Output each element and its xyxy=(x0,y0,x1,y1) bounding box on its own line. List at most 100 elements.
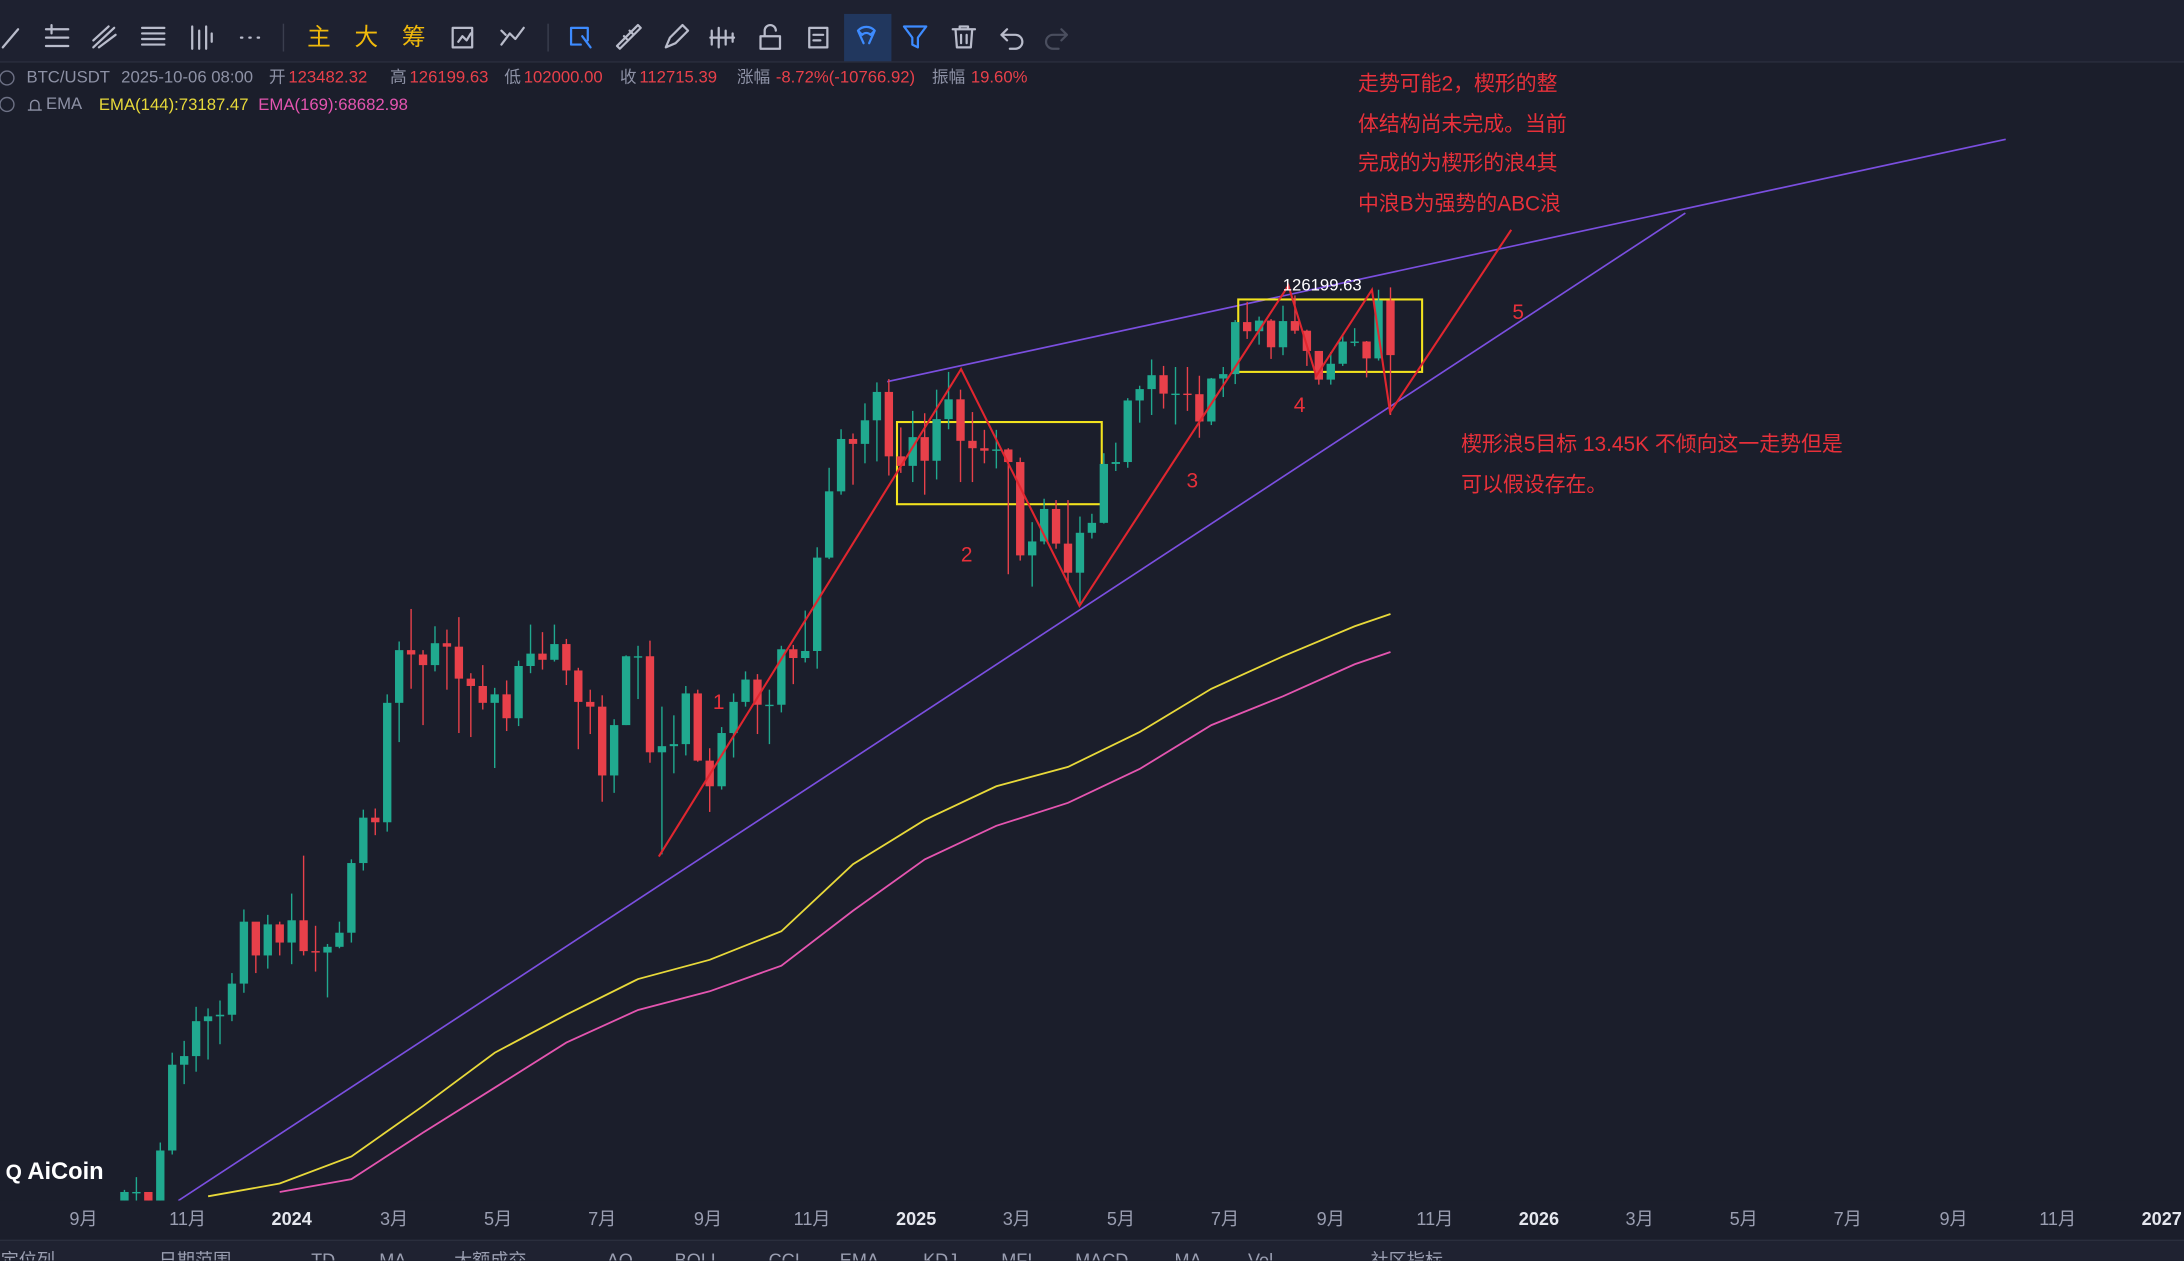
tool-filter[interactable] xyxy=(902,25,928,49)
bottom-tab[interactable]: Vol xyxy=(1248,1251,1273,1261)
candle-body xyxy=(765,704,774,707)
bottom-tab[interactable]: 定位列 xyxy=(1,1251,55,1261)
collapse-icon[interactable] xyxy=(0,70,15,86)
x-tick-label: 3月 xyxy=(1003,1209,1031,1229)
candle-body xyxy=(1290,321,1300,331)
bottom-tab[interactable]: TD xyxy=(311,1251,335,1261)
tool-compare[interactable] xyxy=(500,26,525,46)
legend-value: 68682.98 xyxy=(334,95,408,115)
bottom-tab[interactable]: 社区指标 xyxy=(1371,1251,1443,1261)
bottom-tab[interactable]: CCI xyxy=(769,1251,800,1261)
watermark: Q AiCoin xyxy=(6,1159,104,1185)
open-value: 123482.32 xyxy=(288,67,367,86)
close-label: 收 xyxy=(620,67,637,86)
tool-line[interactable] xyxy=(1,28,20,49)
candle-body xyxy=(777,649,786,705)
x-tick-label: 11月 xyxy=(2039,1209,2076,1229)
candle-body xyxy=(980,448,989,451)
legend-value: 73187.47 xyxy=(174,95,248,115)
tool-delete[interactable] xyxy=(951,25,977,49)
candle-body xyxy=(1123,400,1132,463)
candle-body xyxy=(203,1016,213,1022)
plot-area xyxy=(120,138,2006,1201)
bottom-tab[interactable]: MA xyxy=(1175,1251,1203,1261)
legend-name: EMA(144) xyxy=(98,94,175,115)
annotation-line: 完成的为楔形的浪4其 xyxy=(1358,152,1558,175)
wave-label: 4 xyxy=(1294,394,1306,417)
tool-hlines[interactable] xyxy=(44,23,70,48)
bottom-tab[interactable]: MA xyxy=(379,1251,407,1261)
tool-large[interactable]: 大 xyxy=(354,24,378,51)
bottom-tab[interactable]: AO xyxy=(607,1251,633,1261)
change-value: -8.72%(-10766.92) xyxy=(776,67,915,86)
bottom-tab[interactable]: KDJ xyxy=(923,1251,957,1261)
candle-body xyxy=(191,1021,201,1057)
peak-price-label: 126199.63 xyxy=(1283,275,1362,294)
indicator-name: EMA xyxy=(46,94,83,113)
candle-body xyxy=(621,656,631,726)
x-tick-label: 9月 xyxy=(69,1209,97,1229)
bottom-tab[interactable]: 日期范围 xyxy=(159,1251,231,1261)
candle-body xyxy=(1063,543,1073,573)
candle-body xyxy=(824,491,834,558)
candle-body xyxy=(1278,321,1288,348)
open-label: 开 xyxy=(269,67,286,86)
candle-body xyxy=(227,983,237,1015)
alert-icon[interactable] xyxy=(27,99,42,111)
candle-body xyxy=(1195,394,1204,422)
candle-body xyxy=(1087,522,1097,533)
candle-body xyxy=(1242,322,1252,332)
candle-body xyxy=(502,694,511,719)
candle-body xyxy=(932,419,941,461)
candle-body xyxy=(1302,330,1312,351)
tool-replay[interactable] xyxy=(451,26,474,49)
bottom-tab[interactable]: BOLL xyxy=(675,1251,721,1261)
tool-channel[interactable] xyxy=(140,26,166,46)
candle-body xyxy=(574,670,583,702)
candle-body xyxy=(920,437,929,461)
bottom-tab[interactable]: EMA xyxy=(840,1251,880,1261)
x-tick-label: 2024 xyxy=(272,1209,312,1229)
tool-measure[interactable] xyxy=(709,26,736,49)
bottom-tab[interactable]: MFI xyxy=(1001,1251,1032,1261)
bottom-tab[interactable]: 大额成交 xyxy=(454,1251,526,1261)
tool-template[interactable] xyxy=(808,26,829,49)
candle-body xyxy=(1183,393,1192,396)
annotation-line: 走势可能2，楔形的整 xyxy=(1358,72,1558,95)
candle-body xyxy=(801,651,810,659)
candle-body xyxy=(1338,341,1347,364)
tool-select[interactable] xyxy=(569,26,592,49)
candle-body xyxy=(359,817,368,864)
x-tick-label: 2027 xyxy=(2142,1209,2182,1229)
x-tick-label: 9月 xyxy=(1317,1209,1345,1229)
bottom-tabs: 定位列 日期范围 TD MA 大额成交 AO BOLL CCI EMA KDJ MFI MACD MA V… xyxy=(0,1239,2184,1261)
tool-chips[interactable]: 筹 xyxy=(402,24,426,51)
candle-body xyxy=(347,863,356,933)
x-tick-label: 9月 xyxy=(1939,1209,1967,1229)
tool-pattern[interactable] xyxy=(191,25,213,50)
tool-fib[interactable] xyxy=(92,25,117,49)
candle-body xyxy=(1350,341,1359,343)
candle-body xyxy=(645,656,655,753)
tool-ruler[interactable] xyxy=(615,23,642,50)
low-value: 102000.00 xyxy=(524,67,603,86)
x-axis-bg xyxy=(0,1200,2184,1240)
tool-magnet[interactable] xyxy=(856,25,876,45)
candle-body xyxy=(323,946,332,953)
wave-label: 2 xyxy=(961,543,973,566)
tool-lock[interactable] xyxy=(759,24,782,50)
candle-body xyxy=(371,817,380,823)
tool-magnet-active[interactable] xyxy=(844,13,892,62)
candle-body xyxy=(1362,341,1371,359)
candle-body xyxy=(478,685,487,703)
indicator-toggle[interactable] xyxy=(0,96,15,113)
candle-body xyxy=(1111,462,1120,464)
tool-brush[interactable] xyxy=(664,23,690,49)
tool-redo[interactable] xyxy=(1044,28,1069,50)
tool-undo[interactable] xyxy=(1000,28,1024,50)
ema-lines xyxy=(207,613,1391,1198)
tool-main[interactable]: 主 xyxy=(307,24,331,51)
bottom-tab[interactable]: MACD xyxy=(1075,1251,1128,1261)
